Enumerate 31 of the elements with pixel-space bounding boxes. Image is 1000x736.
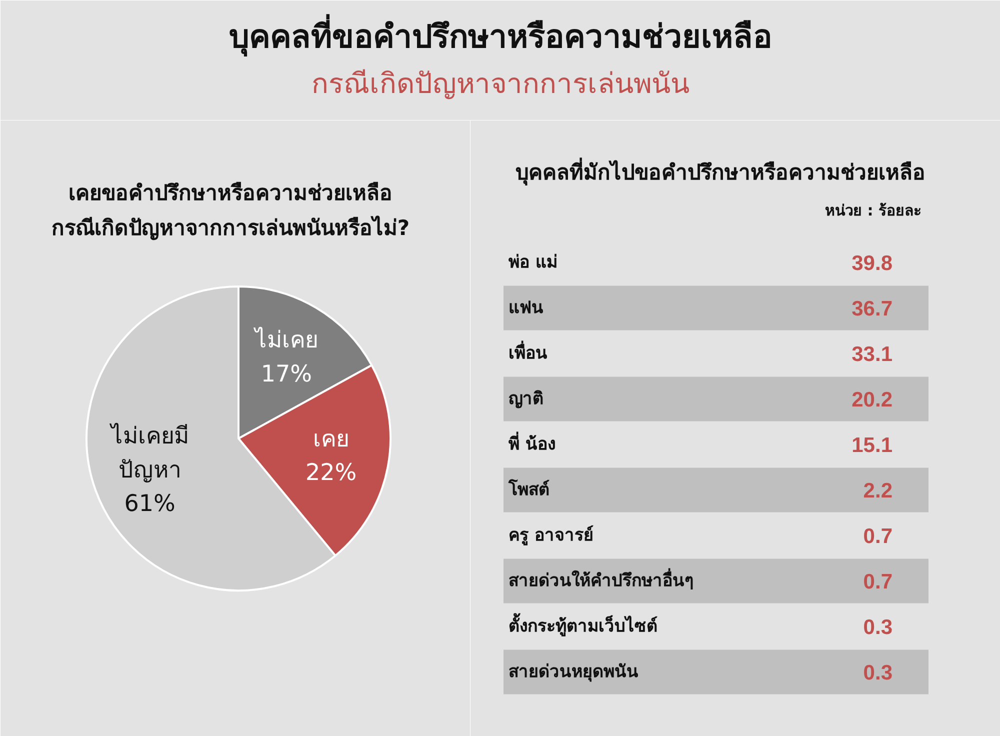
category-label: พ่อ แม่ bbox=[508, 252, 558, 272]
data-label: 2.2 bbox=[863, 480, 893, 502]
text: บุคคลที่มักไปขอคำปรึกษาหรือความช่วยเหลือ bbox=[516, 156, 926, 186]
category-label: โพสต์ bbox=[508, 479, 550, 500]
slice-label: เคย bbox=[313, 426, 350, 452]
data-label: 0.7 bbox=[863, 525, 893, 548]
data-label: 33.1 bbox=[852, 343, 893, 366]
category-label: แฟน bbox=[508, 298, 544, 318]
slice-label: ไม่เคย bbox=[252, 326, 318, 354]
category-label: เพื่อน bbox=[508, 340, 548, 364]
category-label: ญาติ bbox=[508, 389, 544, 409]
data-label: 17% bbox=[260, 361, 312, 388]
category-label: ครู อาจารย์ bbox=[508, 524, 594, 546]
data-label: 22% bbox=[306, 460, 357, 486]
data-label: 0.3 bbox=[863, 662, 893, 684]
chart-title: เคยขอคำปรึกษาหรือความช่วยเหลือ กรณีเกิดปัญหาจากการเล่นพนันหรือไม่? bbox=[51, 181, 410, 241]
category-label: สายด่วนให้คำปรึกษาอื่นๆ bbox=[508, 568, 694, 591]
data-label: 15.1 bbox=[852, 434, 893, 457]
data-label: 20.2 bbox=[852, 388, 893, 412]
category-label: พี่ น้อง bbox=[508, 432, 556, 454]
slice-label: ไม่เคยมี ปัญหา bbox=[108, 422, 189, 484]
category-label: ตั้งกระทู้ตามเว็บไซต์ bbox=[508, 612, 658, 638]
text: บุคคลที่ขอคำปรึกษาหรือความช่วยเหลือ bbox=[229, 14, 772, 58]
data-label: 0.7 bbox=[863, 570, 893, 594]
text: กรณีเกิดปัญหาจากการเล่นพนัน bbox=[312, 67, 690, 100]
text: หน่วย : ร้อยละ bbox=[825, 202, 922, 220]
category-label: สายด่วนหยุดพนัน bbox=[508, 662, 638, 682]
data-label: 0.3 bbox=[863, 616, 893, 639]
data-label: 39.8 bbox=[852, 252, 893, 275]
data-label: 36.7 bbox=[852, 298, 893, 320]
data-label: 61% bbox=[124, 491, 176, 518]
